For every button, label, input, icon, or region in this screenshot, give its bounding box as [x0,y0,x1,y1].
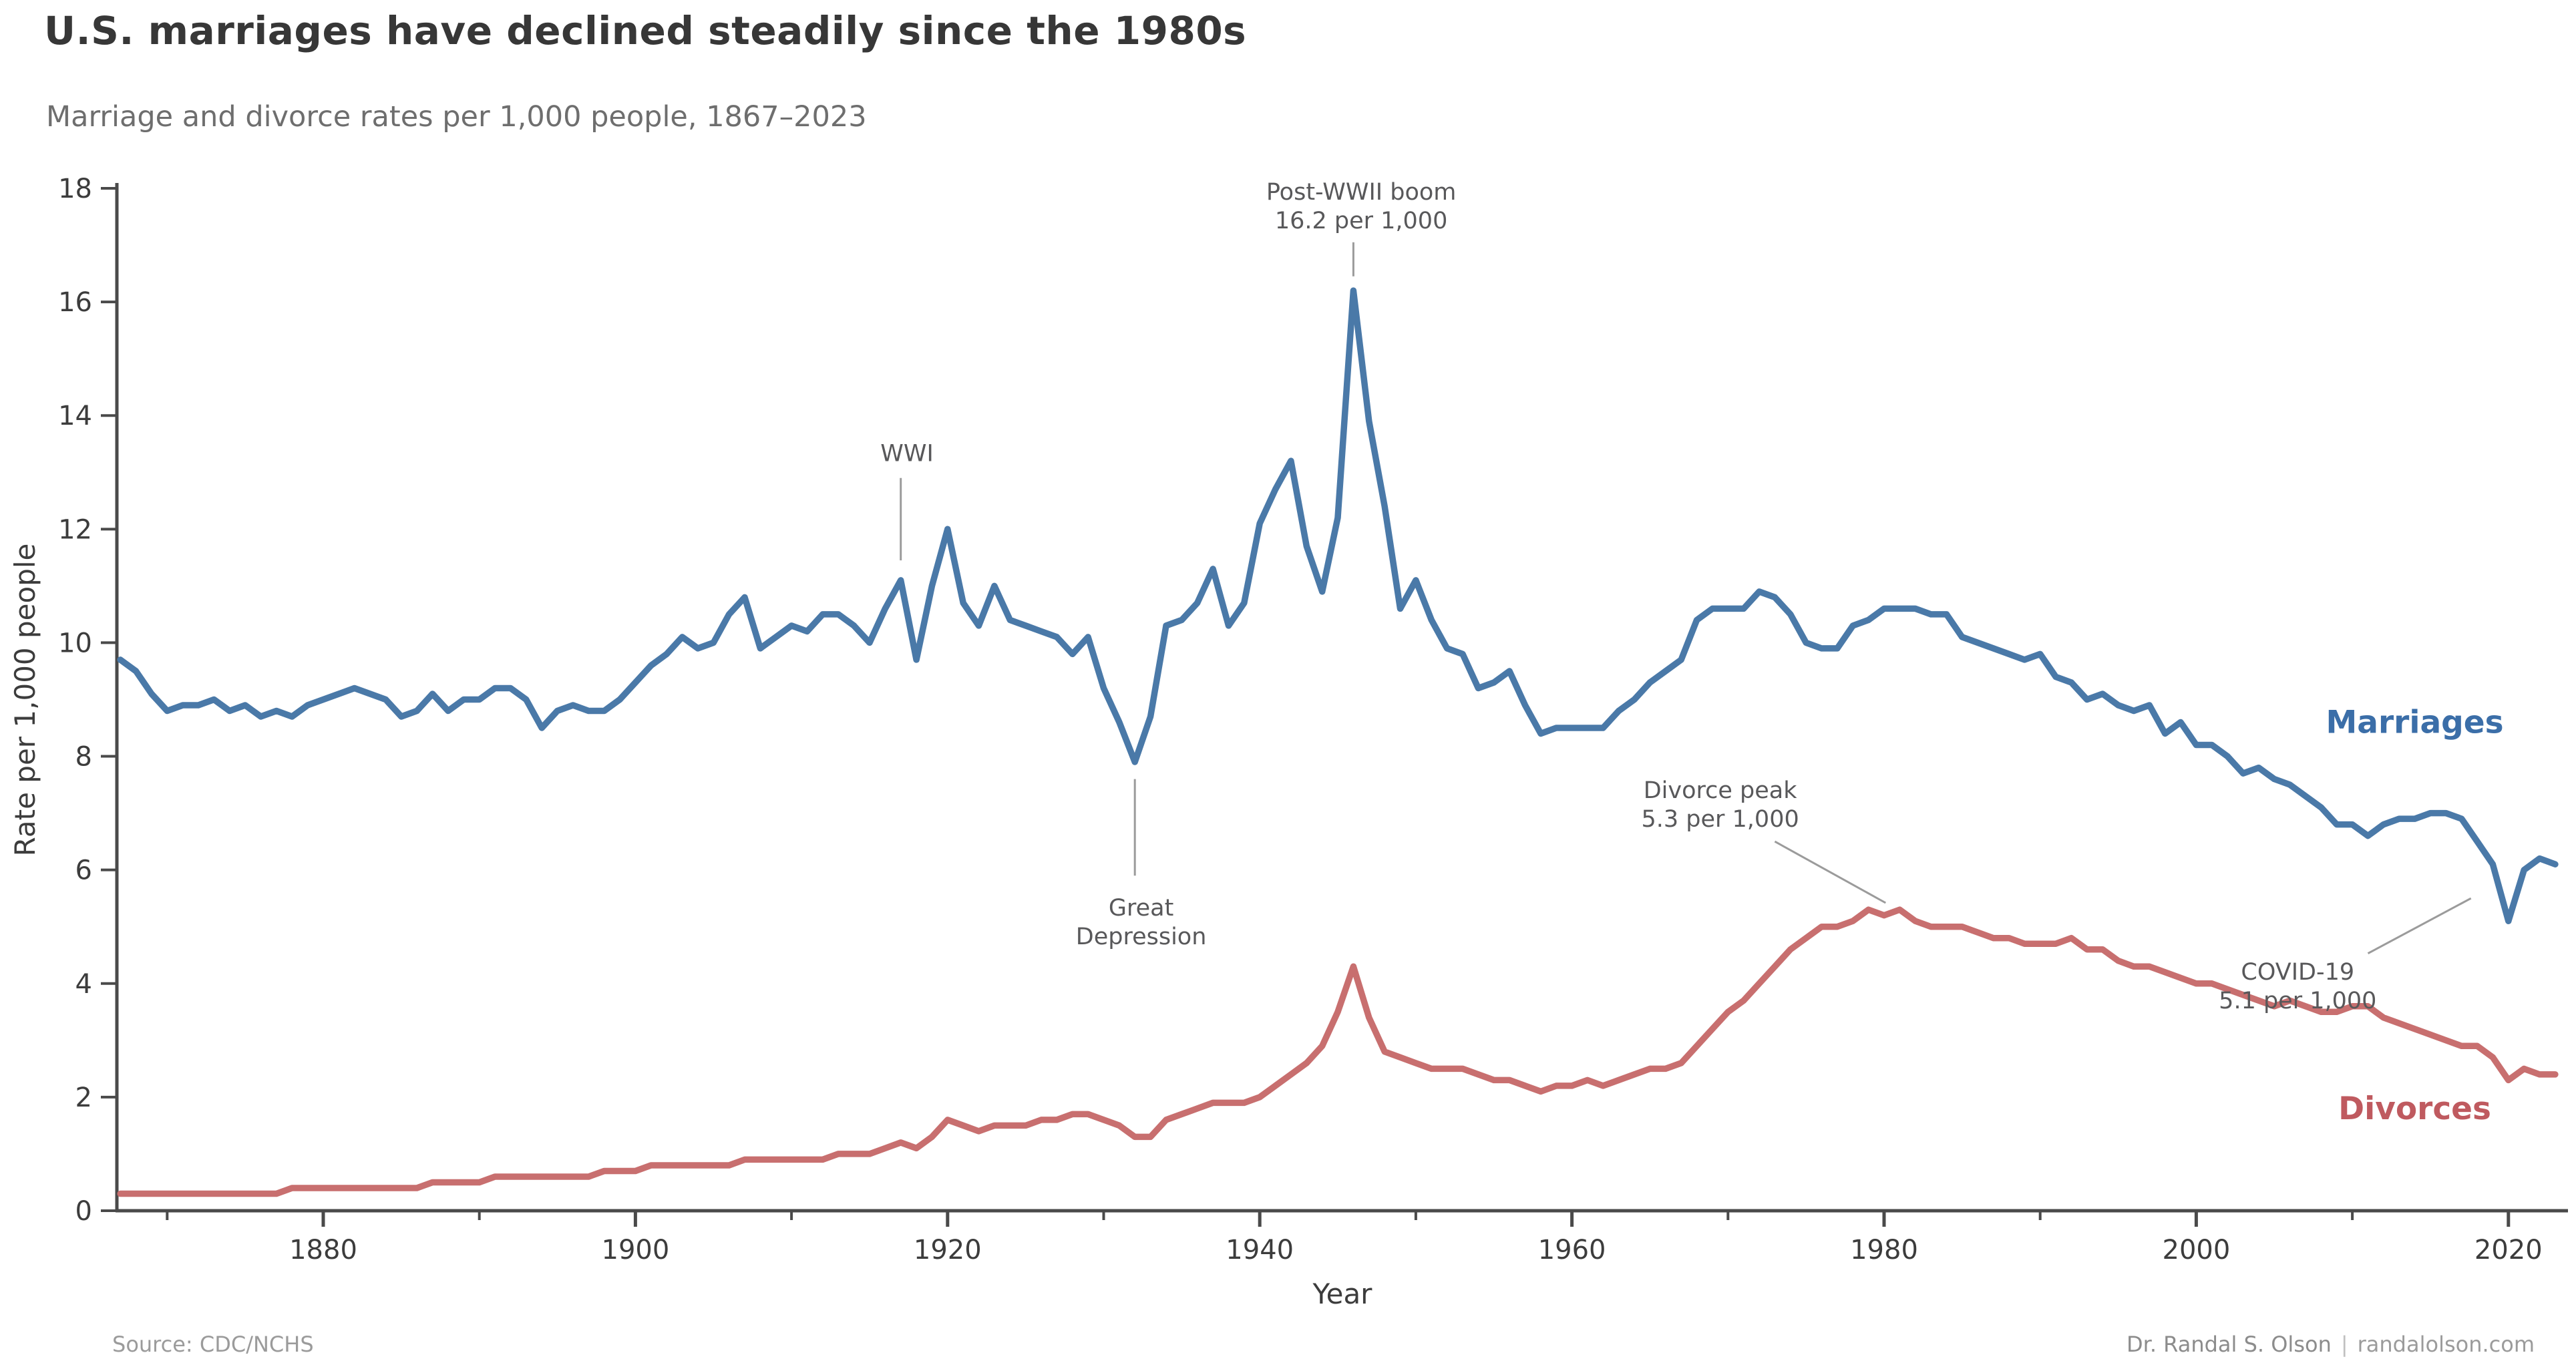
author-credit: Dr. Randal S. Olson | randalolson.com [2127,1332,2535,1357]
source-note: Source: CDC/NCHS [112,1332,314,1357]
wwi-annotation-text: WWI [880,440,934,467]
y-tick-label: 10 [58,628,92,658]
y-axis-title: Rate per 1,000 people [9,544,41,857]
y-tick-label: 16 [58,287,92,318]
great-depression-annotation-text: Great [1109,895,1173,922]
credit-separator: | [2340,1332,2348,1357]
divorce-peak-annotation-text: Divorce peak [1644,777,1798,804]
axis-tick-labels: 0 2 4 6 8 10 12 14 16 18 1880 1900 1920 1940 1960 1980 2… [58,174,2543,1265]
y-tick-label: 12 [58,514,92,545]
x-axis-title: Year [1312,1278,1373,1310]
axis-ticks [101,186,2511,1227]
covid-19-leader-line [2367,897,2472,955]
axes-spines [115,183,2568,1213]
x-tick-label: 1880 [289,1235,357,1265]
author-website: randalolson.com [2357,1332,2535,1357]
y-tick-label: 0 [75,1196,92,1227]
post-wwii-boom-annotation-text: Post-WWII boom [1266,179,1457,206]
divorce-peak-annotation-text: 5.3 per 1,000 [1641,806,1799,833]
covid-19-annotation-text: COVID-19 [2241,959,2354,986]
marriages-line [117,287,2559,924]
x-tick-label: 1980 [1850,1235,1918,1265]
author-name: Dr. Randal S. Olson [2126,1332,2332,1357]
chart-title: U.S. marriages have declined steadily si… [44,8,1247,53]
y-tick-label: 18 [58,174,92,204]
y-tick-label: 8 [75,742,92,773]
great-depression-annotation-text: Depression [1076,924,1207,950]
divorces-series-label: Divorces [2338,1091,2491,1127]
data-series-lines [117,287,2559,1197]
y-tick-label: 4 [75,969,92,1000]
axis-titles: Year Rate per 1,000 people [9,544,1372,1310]
x-tick-label: 1960 [1538,1235,1606,1265]
y-tick-label: 14 [58,401,92,431]
marriages-series-label: Marriages [2326,705,2503,741]
chart-subtitle: Marriage and divorce rates per 1,000 peo… [46,100,867,134]
post-wwii-boom-annotation-text: 16.2 per 1,000 [1275,208,1448,234]
x-tick-label: 2020 [2474,1235,2543,1265]
x-tick-label: 1940 [1226,1235,1294,1265]
divorces-line [117,906,2559,1197]
y-tick-label: 2 [75,1083,92,1113]
x-tick-label: 1900 [602,1235,670,1265]
y-tick-label: 6 [75,855,92,886]
covid-19-annotation-text: 5.1 per 1,000 [2219,988,2376,1014]
divorce-peak-leader-line [1774,840,1887,904]
x-tick-label: 2000 [2163,1235,2231,1265]
series-inline-labels: Marriages Divorces [2326,705,2503,1127]
x-tick-label: 1920 [914,1235,982,1265]
